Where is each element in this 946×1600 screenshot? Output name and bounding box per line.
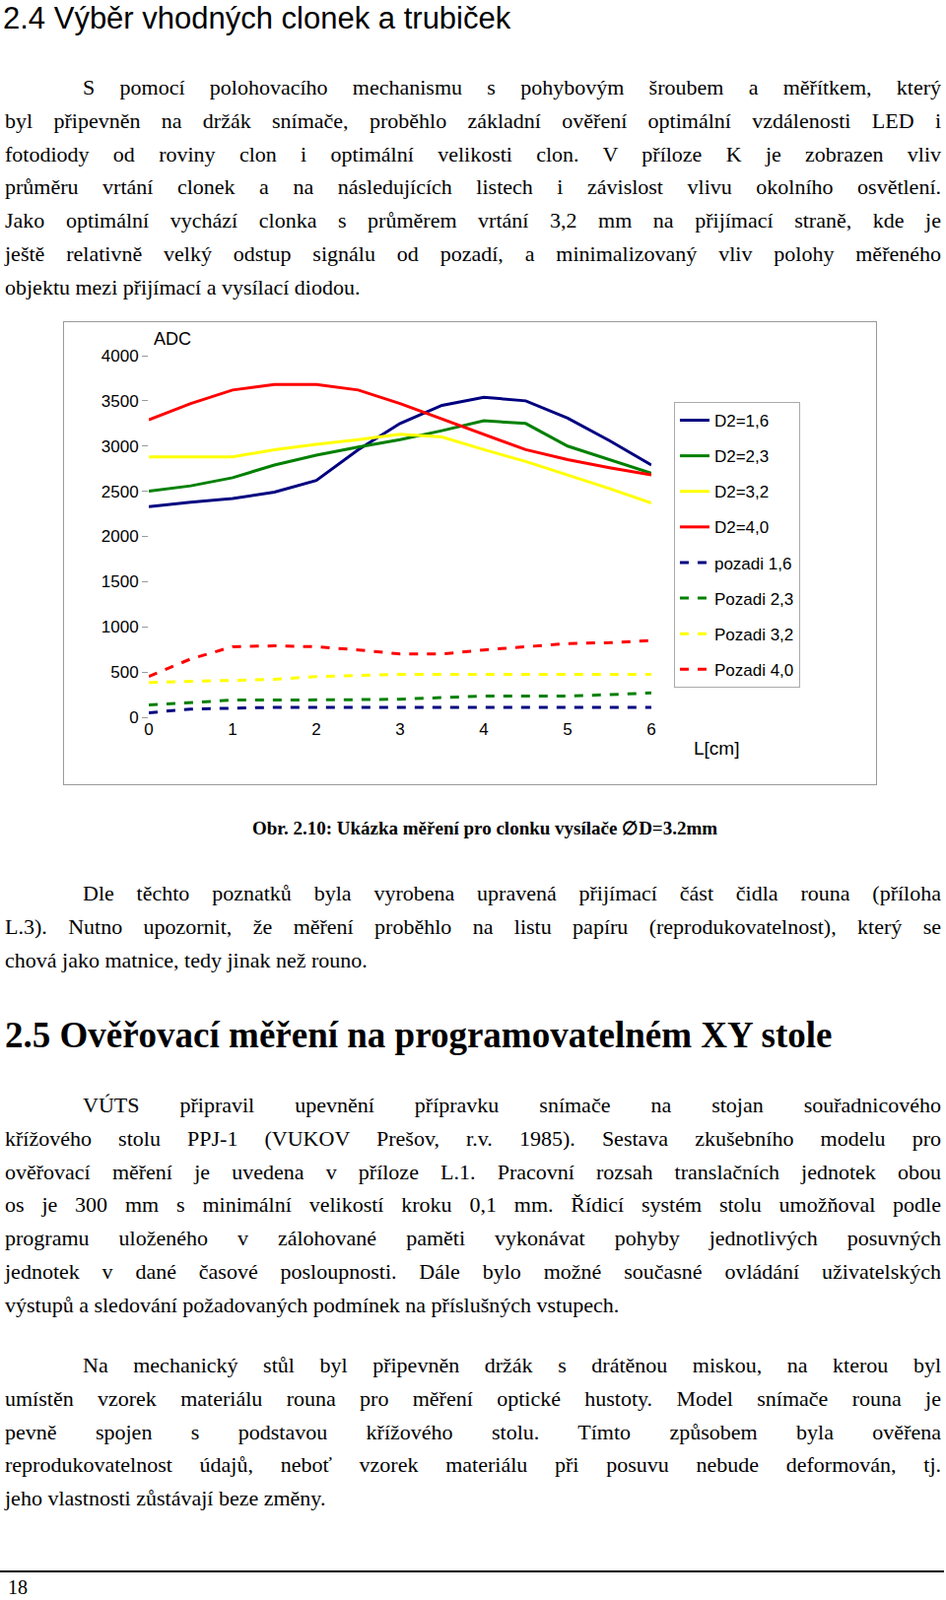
svg-text:L[cm]: L[cm] bbox=[693, 738, 740, 759]
html-text:Obr. 2.10: Ukázka měření pro c: Obr. 2.10: Ukázka měření pro clonku vysí… bbox=[252, 817, 718, 839]
svg-text:1: 1 bbox=[227, 720, 237, 740]
svg-text:3: 3 bbox=[395, 720, 405, 740]
html-text:průměru vrtání clonek a na nás: průměru vrtání clonek a na následujících… bbox=[4, 174, 942, 200]
svg-text:3500: 3500 bbox=[101, 392, 139, 411]
svg-text:D2=4,0: D2=4,0 bbox=[714, 518, 769, 538]
html-text:chová jako matnice, tedy jinak: chová jako matnice, tedy jinak než rouno… bbox=[4, 947, 368, 973]
html-text:jednotek v dané časové posloup: jednotek v dané časové posloupnosti. Dál… bbox=[4, 1259, 942, 1284]
html-text:18: 18 bbox=[7, 1576, 28, 1599]
svg-text:2000: 2000 bbox=[101, 527, 139, 546]
svg-text:2: 2 bbox=[311, 720, 321, 740]
svg-text:5: 5 bbox=[562, 720, 572, 740]
svg-text:Pozadi 4,0: Pozadi 4,0 bbox=[714, 661, 794, 680]
svg-text:6: 6 bbox=[646, 720, 656, 740]
svg-text:4000: 4000 bbox=[101, 346, 139, 366]
svg-text:1500: 1500 bbox=[101, 572, 139, 592]
svg-text:D2=2,3: D2=2,3 bbox=[714, 447, 769, 467]
html-text:ověřovací měření je uvedena v: ověřovací měření je uvedena v příloze L.… bbox=[4, 1159, 942, 1185]
html-text:Jako optimální vychází clonka: Jako optimální vychází clonka s průměrem… bbox=[4, 208, 942, 233]
html-text:výstupů a sledování požadovaný: výstupů a sledování požadovaných podmíne… bbox=[4, 1292, 620, 1318]
svg-text:Pozadi 2,3: Pozadi 2,3 bbox=[714, 590, 794, 609]
svg-text:pozadi 1,6: pozadi 1,6 bbox=[714, 554, 792, 574]
html-text:os je 300 mm s minimální velik: os je 300 mm s minimální velikostí kroku… bbox=[4, 1192, 942, 1218]
svg-text:0: 0 bbox=[129, 708, 138, 728]
html-text:VÚTS připravil upevnění přípra: VÚTS připravil upevnění přípravku snímač… bbox=[82, 1092, 942, 1118]
svg-text:2500: 2500 bbox=[101, 482, 139, 502]
html-text:objektu mezi přijímací a vysíl: objektu mezi přijímací a vysílací diodou… bbox=[4, 274, 361, 300]
html-text:2.4 Výběr vhodných clonek a tr: 2.4 Výběr vhodných clonek a trubiček bbox=[2, 0, 511, 36]
html-text:jeho vlastnosti zůstávají beze: jeho vlastnosti zůstávají beze změny. bbox=[4, 1486, 326, 1511]
html-text:ještě relativně velký odstup s: ještě relativně velký odstup signálu od … bbox=[4, 241, 942, 267]
html-text:fotodiody od roviny clon i opt: fotodiody od roviny clon i optimální vel… bbox=[4, 141, 942, 167]
html-text:2.5 Ověřovací měření na progra: 2.5 Ověřovací měření na programovatelném… bbox=[4, 1014, 833, 1056]
html-text:Na mechanický stůl byl připevn: Na mechanický stůl byl připevněn držák s… bbox=[82, 1352, 942, 1378]
html-text:byl připevněn na držák snímače: byl připevněn na držák snímače, proběhlo… bbox=[4, 108, 942, 133]
svg-text:1000: 1000 bbox=[101, 617, 139, 637]
html-text:pevně spojen s podstavou křížo: pevně spojen s podstavou křížového stolu… bbox=[4, 1419, 942, 1445]
svg-text:500: 500 bbox=[110, 663, 138, 682]
svg-text:D2=1,6: D2=1,6 bbox=[714, 411, 769, 431]
svg-text:ADC: ADC bbox=[153, 329, 192, 349]
svg-text:3000: 3000 bbox=[101, 437, 139, 457]
html-text:L.3). Nutno upozornit, že měře: L.3). Nutno upozornit, že měření proběhl… bbox=[4, 914, 942, 939]
html-text:křížového stolu PPJ-1 (VUKOV P: křížového stolu PPJ-1 (VUKOV Prešov, r.v… bbox=[4, 1126, 942, 1151]
svg-text:Pozadi 3,2: Pozadi 3,2 bbox=[714, 625, 794, 645]
html-text:S pomocí polohovacího mechanis: S pomocí polohovacího mechanismu s pohyb… bbox=[82, 74, 942, 100]
svg-text:0: 0 bbox=[143, 720, 153, 740]
svg-text:D2=3,2: D2=3,2 bbox=[714, 482, 769, 502]
svg-text:4: 4 bbox=[478, 720, 488, 740]
html-text:Dle těchto poznatků byla vyrob: Dle těchto poznatků byla vyrobena uprave… bbox=[82, 880, 942, 906]
html-text:reprodukovatelnost údajů, nebo: reprodukovatelnost údajů, neboť vzorek m… bbox=[4, 1452, 942, 1478]
html-text:programu uloženého v zálohovan: programu uloženého v zálohované paměti v… bbox=[4, 1226, 942, 1251]
html-text:umístěn vzorek materiálu rouna: umístěn vzorek materiálu rouna pro měřen… bbox=[4, 1386, 942, 1411]
